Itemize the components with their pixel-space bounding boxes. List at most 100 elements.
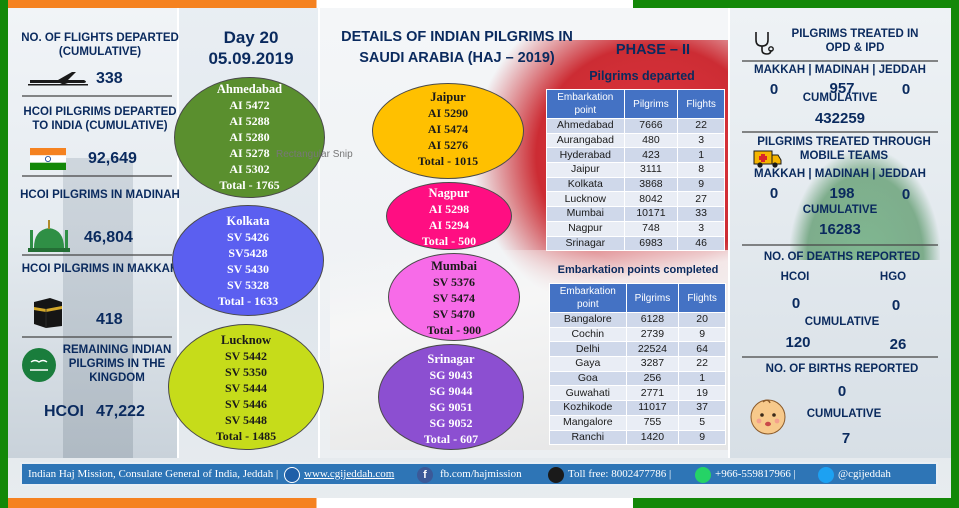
mobile-jeddah-value: 0 bbox=[901, 186, 911, 203]
flight-number: AI 5298 bbox=[428, 202, 470, 216]
tricolor-top-border bbox=[0, 0, 959, 8]
births-label: NO. OF BIRTHS REPORTED bbox=[765, 363, 919, 375]
table-cell: 3868 bbox=[623, 176, 679, 193]
table-header: Pilgrims bbox=[623, 89, 679, 119]
table-cell: 8042 bbox=[623, 191, 679, 208]
table-row: Ahmedabad 7666 22 bbox=[546, 118, 725, 134]
table-row: Gaya 3287 22 bbox=[549, 356, 726, 372]
table-cell: Srinagar bbox=[546, 235, 625, 252]
table-header: Pilgrims bbox=[625, 283, 680, 313]
separator bbox=[22, 175, 172, 177]
opd-cumulative-value: 432259 bbox=[814, 110, 866, 127]
table-cell: Kozhikode bbox=[549, 400, 627, 416]
remaining-pilgrims-prefix: HCOI bbox=[44, 403, 84, 420]
deaths-hgo-label: HGO bbox=[879, 271, 907, 283]
footer-twitter-link[interactable]: @cgijeddah bbox=[838, 468, 891, 480]
flights-departed-value: 338 bbox=[96, 70, 123, 87]
mobile-cumulative-value: 16283 bbox=[819, 221, 861, 238]
kaaba-icon bbox=[34, 298, 62, 328]
background-makkah-tower bbox=[8, 8, 178, 458]
mobile-madinah-value: 198 bbox=[829, 185, 855, 202]
table-cell: Goa bbox=[549, 370, 627, 387]
ellipse-kolkata: Kolkata SV 5426 SV5428 SV 5430 SV 5328 T… bbox=[172, 205, 324, 316]
flight-number: SV 5426 bbox=[226, 230, 270, 244]
table-cell: 19 bbox=[678, 385, 726, 402]
flight-number: SG 9044 bbox=[429, 384, 473, 398]
column-divider bbox=[177, 8, 179, 458]
table-cell: 6983 bbox=[623, 235, 679, 252]
table-cell: 9 bbox=[678, 429, 726, 446]
deaths-label: NO. OF DEATHS REPORTED bbox=[763, 251, 921, 263]
separator bbox=[742, 244, 938, 246]
table-row: Kozhikode 11017 37 bbox=[549, 400, 726, 416]
table-row: Hyderabad 423 1 bbox=[546, 147, 725, 164]
table-row: Ranchi 1420 9 bbox=[549, 429, 726, 446]
ellipse-title: Kolkata bbox=[226, 214, 270, 228]
deaths-cumulative-hgo: 26 bbox=[889, 336, 907, 353]
table-cell: Delhi bbox=[549, 341, 627, 358]
flight-number: AI 5472 bbox=[229, 98, 270, 112]
pilgrims-departed-label: HCOI PILGRIMS DEPARTED TO INDIA (CUMULAT… bbox=[23, 106, 177, 132]
table-cell: 748 bbox=[623, 220, 679, 237]
flight-number: SV 5474 bbox=[432, 291, 476, 305]
completed-table-title: Embarkation points completed bbox=[557, 264, 719, 276]
flight-number: SV5428 bbox=[228, 246, 268, 260]
table-row: Mumbai 10171 33 bbox=[546, 206, 725, 222]
ellipse-total: Total - 1485 bbox=[215, 429, 277, 443]
ellipse-total: Total - 1633 bbox=[217, 294, 279, 308]
day-label: Day 20 bbox=[223, 28, 279, 47]
column-divider bbox=[318, 8, 320, 458]
flight-number: SV 5430 bbox=[226, 262, 270, 276]
table-cell: 2739 bbox=[625, 326, 680, 343]
table-cell: 423 bbox=[623, 147, 679, 164]
table-cell: 64 bbox=[678, 341, 726, 358]
mobile-teams-label: PILGRIMS TREATED THROUGH MOBILE TEAMS bbox=[757, 136, 931, 162]
flight-number: AI 5290 bbox=[427, 106, 469, 120]
ellipse-total: Total - 500 bbox=[421, 234, 477, 248]
deaths-hcoi-value: 0 bbox=[791, 295, 801, 312]
flight-number: SV 5448 bbox=[224, 413, 268, 427]
table-cell: Hyderabad bbox=[546, 147, 625, 164]
pilgrims-departed-value: 92,649 bbox=[88, 150, 137, 167]
flight-number: AI 5276 bbox=[427, 138, 469, 152]
deaths-hcoi-label: HCOI bbox=[780, 271, 810, 283]
table-cell: 755 bbox=[625, 414, 680, 431]
pilgrims-makkah-label: HCOI PILGRIMS IN MAKKAH bbox=[21, 263, 179, 275]
separator bbox=[742, 60, 938, 62]
remaining-pilgrims-value: 47,222 bbox=[96, 403, 145, 420]
flight-number: AI 5302 bbox=[229, 162, 270, 176]
table-row: Lucknow 8042 27 bbox=[546, 191, 725, 208]
table-row: Guwahati 2771 19 bbox=[549, 385, 726, 402]
table-cell: 480 bbox=[623, 132, 679, 149]
date-label: 05.09.2019 bbox=[208, 49, 294, 68]
flight-number: SV 5470 bbox=[432, 307, 476, 321]
table-cell: Guwahati bbox=[549, 385, 627, 402]
table-cell: 3111 bbox=[623, 162, 679, 178]
ellipse-total: Total - 900 bbox=[426, 323, 482, 337]
table-row: Aurangabad 480 3 bbox=[546, 132, 725, 149]
ellipse-total: Total - 607 bbox=[423, 432, 479, 446]
tricolor-bottom-border bbox=[0, 498, 959, 508]
footer-tollfree: Toll free: 8002477786 | bbox=[568, 468, 672, 480]
table-cell: Cochin bbox=[549, 326, 627, 343]
table-cell: 1 bbox=[678, 370, 726, 387]
table-header: Embarkation point bbox=[546, 89, 625, 119]
footer-website-link[interactable]: www.cgijeddah.com bbox=[304, 468, 395, 480]
deaths-cumulative-hcoi: 120 bbox=[785, 334, 811, 351]
births-cumulative-label: CUMULATIVE bbox=[806, 408, 882, 420]
footer-facebook-link[interactable]: fb.com/hajmission bbox=[440, 468, 522, 480]
table-cell: 33 bbox=[677, 206, 725, 222]
table-cell: Ahmedabad bbox=[546, 118, 625, 134]
ellipse-total: Total - 1015 bbox=[417, 154, 479, 168]
table-row: Goa 256 1 bbox=[549, 370, 726, 387]
table-cell: 3 bbox=[677, 132, 725, 149]
flight-number: SV 5328 bbox=[226, 278, 270, 292]
opd-jeddah-value: 0 bbox=[901, 81, 911, 98]
table-cell: 27 bbox=[677, 191, 725, 208]
table-cell: 2771 bbox=[625, 385, 680, 402]
twitter-icon bbox=[818, 467, 834, 483]
ellipse-title: Nagpur bbox=[428, 186, 470, 200]
ellipse-mumbai: Mumbai SV 5376 SV 5474 SV 5470 Total - 9… bbox=[388, 253, 520, 341]
flights-departed-label: NO. OF FLIGHTS DEPARTED (CUMULATIVE) bbox=[21, 32, 179, 58]
